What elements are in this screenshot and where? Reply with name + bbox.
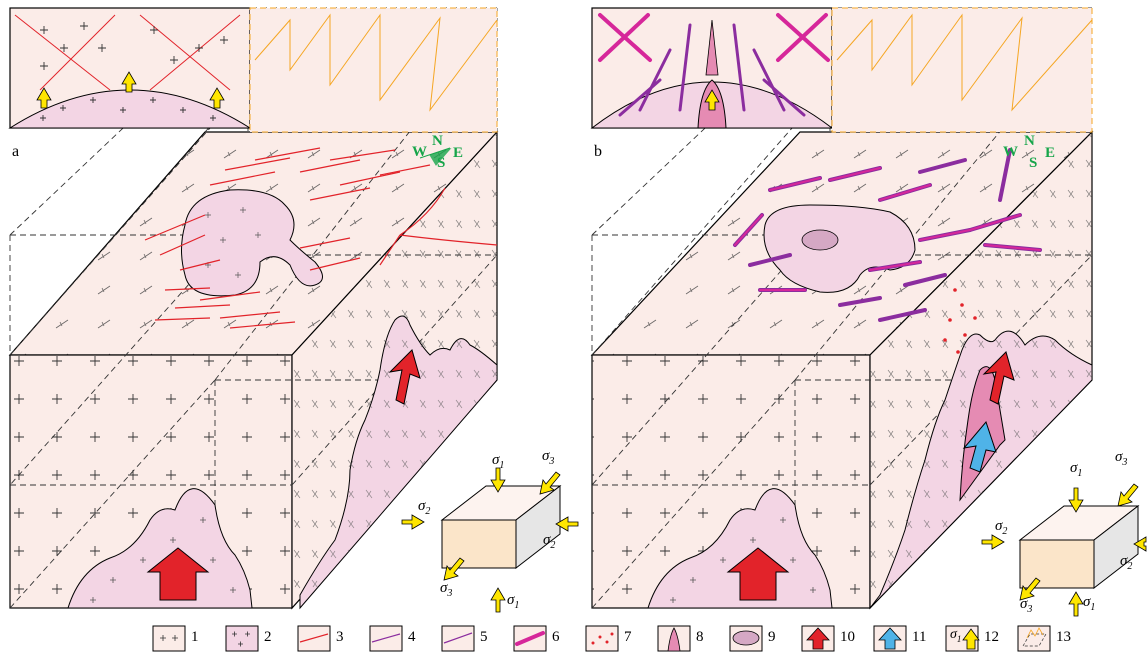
red-arrow-side-b: [982, 351, 1015, 405]
legend-num-7: 7: [624, 629, 632, 645]
inset-a-yellow-arrows: [36, 71, 225, 109]
legend-num-2: 2: [264, 629, 272, 645]
intrusion-cross-icon: [225, 625, 259, 652]
legend-num-9: 9: [768, 629, 776, 645]
red-arrow-front-a: [146, 547, 210, 601]
sigma2-left-a: σ2: [418, 498, 431, 517]
sigma2-right-a: σ2: [543, 532, 556, 551]
legend-sigma-12: σ1: [950, 627, 962, 644]
legend-num-4: 4: [408, 629, 416, 645]
block-icon: [1017, 625, 1051, 652]
panel-a: [8, 7, 579, 613]
veins-top-b: [733, 148, 1042, 322]
legend-num-5: 5: [480, 629, 488, 645]
sigma3-bottom-a: σ3: [440, 580, 453, 599]
sigma2-left-b: σ2: [995, 518, 1008, 537]
compass-b-w: W: [1003, 144, 1018, 160]
sigma3-bottom-b: σ3: [1020, 596, 1033, 615]
sigma1-bottom-a: σ1: [507, 592, 520, 611]
sigma3-top-b: σ3: [1115, 449, 1128, 468]
stress-block-b: [981, 483, 1147, 617]
legend-num-8: 8: [696, 629, 704, 645]
compass-a-e: E: [453, 145, 464, 161]
red-arrow-front-b: [726, 547, 790, 601]
compass-b-e: E: [1045, 145, 1056, 161]
sigma3-top-a: σ3: [542, 448, 555, 467]
granite-cross-icon: [152, 625, 186, 652]
legend-num-1: 1: [191, 629, 199, 645]
orange-zigzag-b: [836, 13, 1093, 112]
panel-a-label: a: [12, 143, 20, 160]
compass-a: [419, 147, 452, 166]
red-faults-top-a: [144, 147, 498, 329]
compass-b-s: S: [1029, 155, 1038, 171]
inset-a-zigzag-area: [250, 8, 497, 132]
panel-b: [590, 7, 1147, 617]
legend-num-11: 11: [912, 629, 927, 645]
sigma1-top-a: σ1: [492, 452, 505, 471]
blue-arrow-side-b: [962, 420, 997, 473]
compass-a-s: S: [437, 155, 446, 171]
stress-block-a: [401, 467, 579, 613]
intrusion-front-b: [647, 488, 833, 609]
intrusion-top-b: [763, 204, 916, 293]
inset-a-faults: [14, 14, 241, 91]
purple-fault-icon: [369, 625, 403, 652]
red-dots-icon: [585, 625, 619, 652]
breccia-pipe-b: [801, 229, 839, 251]
compass-a-w: W: [412, 144, 427, 160]
legend-num-13: 13: [1056, 629, 1071, 645]
panel-b-label: b: [594, 143, 602, 160]
legend-num-6: 6: [552, 629, 560, 645]
compass-a-n: N: [432, 133, 443, 149]
sigma2-right-b: σ2: [1120, 553, 1133, 572]
compass-b-n: N: [1024, 133, 1035, 149]
inset-a-intrusion: [8, 89, 252, 129]
legend-num-12: 12: [984, 629, 999, 645]
sigma1-bottom-b: σ1: [1083, 594, 1096, 613]
sigma1-top-b: σ1: [1070, 460, 1083, 479]
red-arrow-side-a: [388, 349, 421, 405]
orange-zigzag-a: [254, 13, 498, 112]
legend-num-3: 3: [336, 629, 344, 645]
intrusion-front-a: [67, 488, 253, 609]
legend-num-10: 10: [840, 629, 855, 645]
legend: [152, 625, 1051, 652]
inset-b-veins: [598, 13, 830, 62]
intrusion-top-a: [181, 189, 323, 297]
